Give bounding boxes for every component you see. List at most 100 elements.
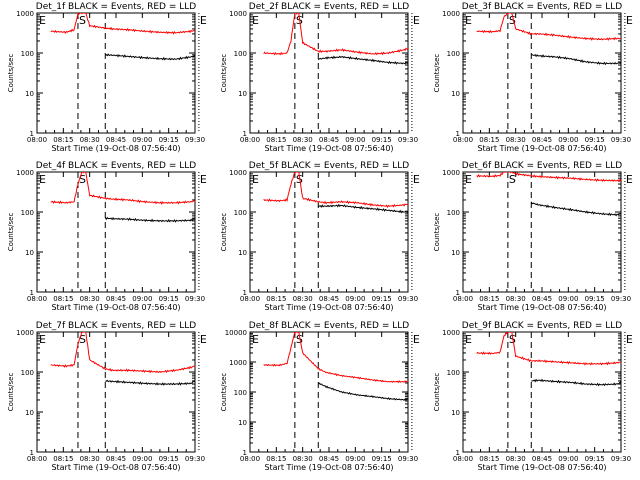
- x-tick-label: 09:30: [611, 136, 631, 144]
- marker-annotation: S: [509, 14, 516, 27]
- marker-annotation: E: [252, 173, 259, 186]
- x-axis-label: Start Time (19-Oct-08 07:56:40): [477, 303, 606, 312]
- y-tick-label: 1: [243, 449, 247, 457]
- x-tick-label: 08:45: [319, 136, 339, 144]
- x-tick-label: 08:30: [506, 136, 526, 144]
- marker-annotation: S: [79, 333, 86, 346]
- marker-annotation: E: [39, 333, 46, 346]
- events-series-line: [318, 382, 408, 401]
- marker-annotation: E: [413, 333, 420, 346]
- marker-annotation: E: [465, 173, 472, 186]
- plot-frame: [462, 171, 622, 293]
- marker-annotation: E: [626, 14, 633, 27]
- marker-annotation: S: [296, 173, 303, 186]
- marker-annotation: S: [79, 14, 86, 27]
- y-axis-label: Counts/sec: [220, 213, 228, 252]
- lld-series-line: [50, 13, 195, 35]
- x-axis-label: Start Time (19-Oct-08 07:56:40): [477, 463, 606, 472]
- plot-title: Det_1f BLACK = Events, RED = LLD: [36, 2, 196, 12]
- x-tick-label: 08:30: [293, 136, 313, 144]
- plot-frame: [36, 12, 196, 134]
- plot-panel-1: Det_1f BLACK = Events, RED = LLD 1 10 100 10…: [7, 2, 207, 153]
- x-tick-label: 09:15: [372, 136, 392, 144]
- x-axis-label: Start Time (19-Oct-08 07:56:40): [264, 303, 393, 312]
- y-tick-label: 1: [456, 449, 460, 457]
- x-tick-label: 08:00: [27, 295, 47, 303]
- lld-series-line: [476, 13, 621, 41]
- x-tick-label: 08:15: [266, 295, 286, 303]
- y-tick-label: 1000: [16, 10, 34, 18]
- plot-frame: [36, 331, 196, 453]
- marker-annotation: E: [39, 173, 46, 186]
- y-tick-label: 100: [234, 389, 247, 397]
- x-tick-label: 08:15: [479, 136, 499, 144]
- y-tick-label: 10: [238, 419, 247, 427]
- y-tick-label: 10: [238, 90, 247, 98]
- x-tick-label: 09:15: [159, 455, 179, 463]
- y-tick-label: 1: [30, 130, 34, 138]
- marker-annotation: E: [465, 14, 472, 27]
- y-tick-label: 10000: [225, 329, 247, 337]
- x-axis-label: Start Time (19-Oct-08 07:56:40): [477, 144, 606, 153]
- y-tick-label: 100: [447, 50, 460, 58]
- x-tick-label: 08:15: [53, 295, 73, 303]
- y-tick-label: 100: [447, 209, 460, 217]
- x-tick-label: 09:00: [132, 455, 152, 463]
- x-tick-label: 09:15: [159, 136, 179, 144]
- y-tick-label: 100: [21, 50, 34, 58]
- lld-series-line: [50, 332, 195, 374]
- x-tick-label: 08:15: [479, 455, 499, 463]
- plot-title: Det_3f BLACK = Events, RED = LLD: [462, 2, 622, 12]
- marker-annotation: E: [626, 173, 633, 186]
- x-tick-label: 08:00: [240, 295, 260, 303]
- marker-annotation: E: [200, 333, 207, 346]
- plot-panel-8: Det_8f BLACK = Events, RED = LLD 1 10 100 10…: [220, 321, 420, 472]
- lld-series-line: [263, 172, 408, 209]
- x-tick-label: 08:45: [106, 295, 126, 303]
- plot-panel-2: Det_2f BLACK = Events, RED = LLD 1 10 100 10…: [220, 2, 420, 153]
- x-tick-label: 08:45: [106, 136, 126, 144]
- x-tick-label: 08:15: [479, 295, 499, 303]
- marker-annotation: E: [626, 333, 633, 346]
- x-tick-label: 08:00: [27, 136, 47, 144]
- x-tick-label: 09:00: [558, 136, 578, 144]
- y-tick-label: 1: [243, 289, 247, 297]
- x-tick-label: 08:00: [240, 136, 260, 144]
- plot-title: Det_4f BLACK = Events, RED = LLD: [36, 161, 196, 171]
- x-tick-label: 09:00: [132, 295, 152, 303]
- y-tick-label: 1: [456, 130, 460, 138]
- marker-annotation: S: [296, 333, 303, 346]
- events-series-line: [318, 55, 408, 65]
- plot-title: Det_6f BLACK = Events, RED = LLD: [462, 161, 622, 171]
- lld-series-line: [476, 332, 621, 366]
- y-tick-label: 10: [25, 90, 34, 98]
- lld-series-line: [263, 332, 408, 384]
- events-series-line: [105, 379, 195, 386]
- plot-panel-7: Det_7f BLACK = Events, RED = LLD 1 10 100 10…: [7, 321, 207, 472]
- x-tick-label: 08:45: [319, 295, 339, 303]
- plot-panel-5: Det_5f BLACK = Events, RED = LLD 1 10 100 10…: [220, 161, 420, 312]
- x-tick-label: 09:15: [585, 295, 605, 303]
- x-tick-label: 08:30: [80, 455, 100, 463]
- plot-title: Det_2f BLACK = Events, RED = LLD: [249, 2, 409, 12]
- marker-annotation: E: [465, 333, 472, 346]
- x-tick-label: 09:30: [398, 136, 418, 144]
- marker-annotation: E: [413, 14, 420, 27]
- y-axis-label: Counts/sec: [433, 373, 441, 412]
- events-series-line: [104, 216, 195, 223]
- events-series-line: [530, 201, 621, 217]
- y-axis-label: Counts/sec: [7, 54, 15, 93]
- events-series-line: [318, 203, 408, 214]
- y-tick-label: 100: [447, 369, 460, 377]
- y-tick-label: 1000: [229, 10, 247, 18]
- x-tick-label: 09:30: [611, 455, 631, 463]
- x-tick-label: 08:45: [319, 455, 339, 463]
- y-tick-label: 1000: [442, 329, 460, 337]
- x-tick-label: 08:30: [293, 455, 313, 463]
- y-tick-label: 10: [238, 249, 247, 257]
- y-axis-label: Counts/sec: [7, 373, 15, 412]
- plot-frame: [462, 12, 622, 134]
- x-axis-label: Start Time (19-Oct-08 07:56:40): [264, 144, 393, 153]
- x-tick-label: 09:30: [611, 295, 631, 303]
